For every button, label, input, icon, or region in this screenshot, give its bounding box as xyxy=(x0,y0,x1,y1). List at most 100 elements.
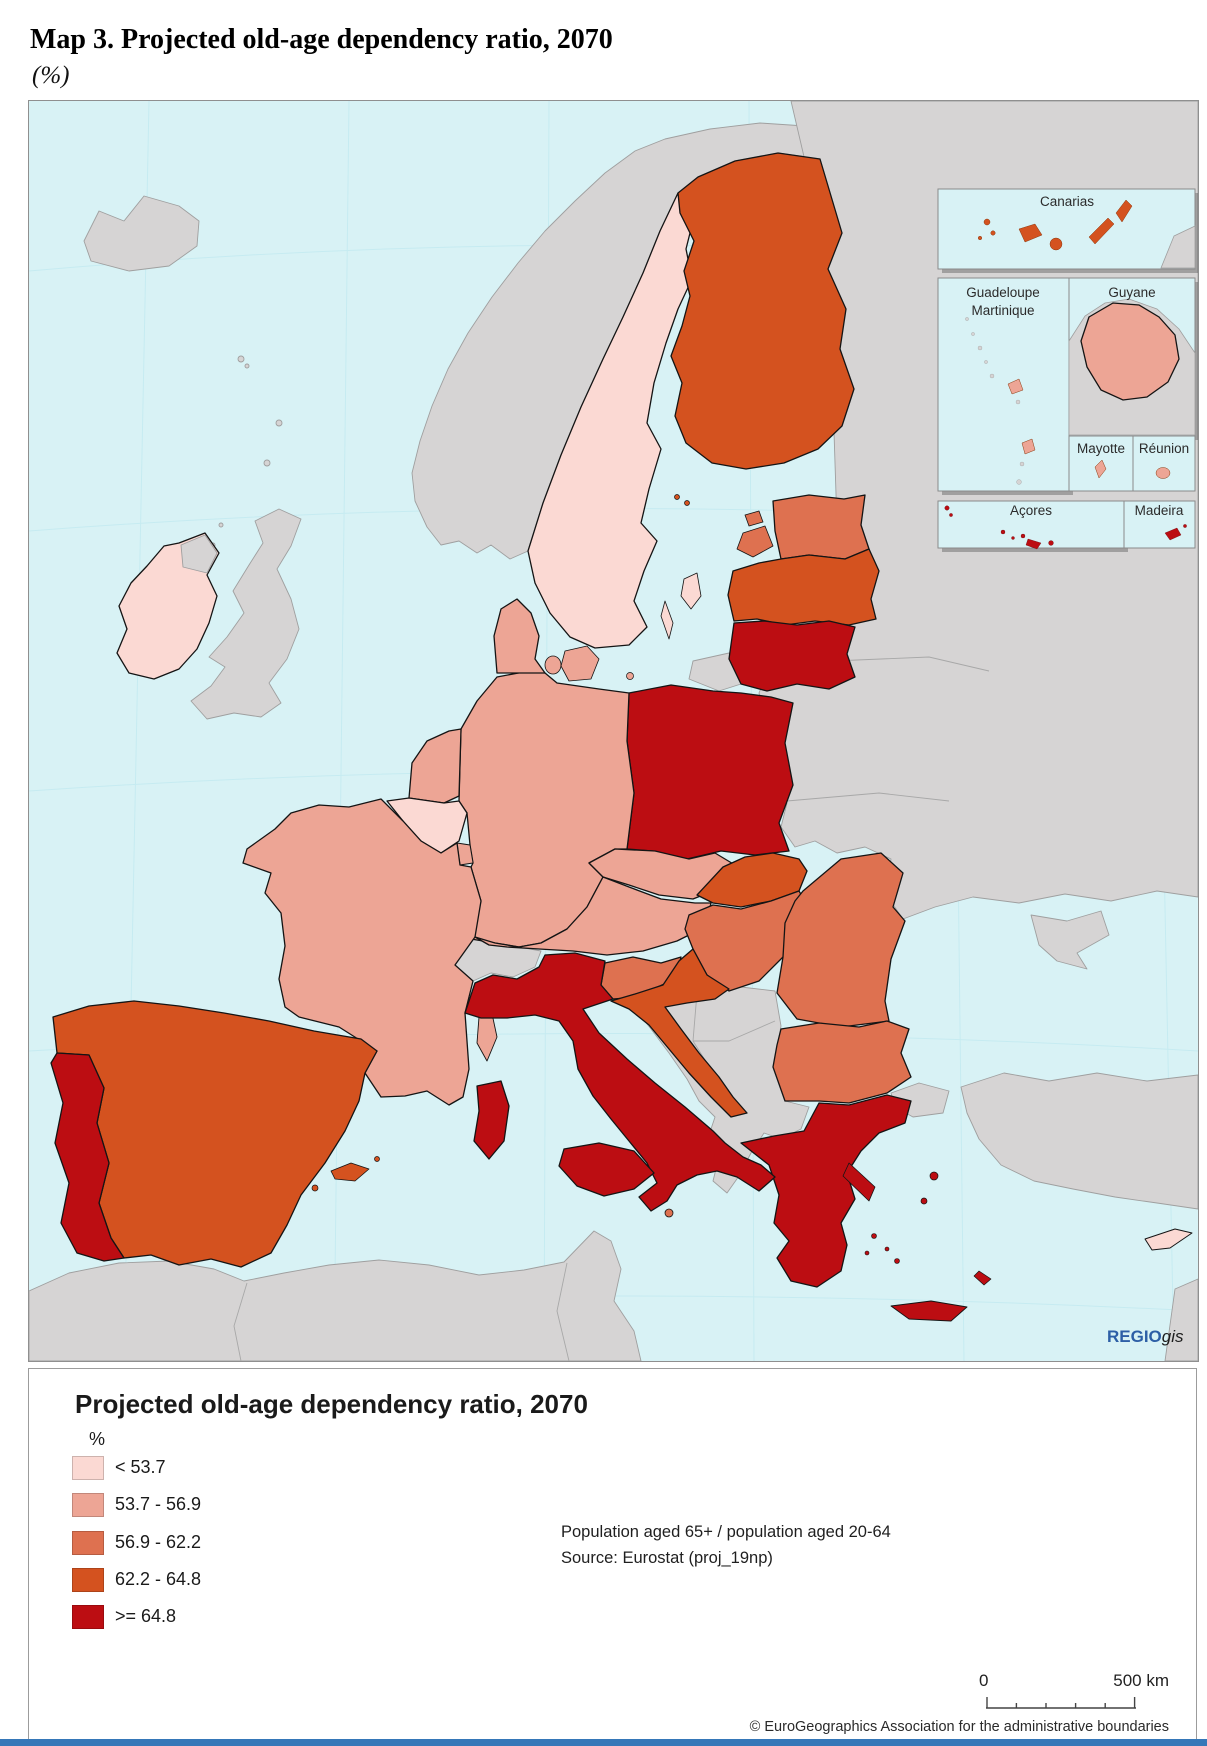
island-mallorca xyxy=(330,1162,370,1182)
inset-label-mayotte: Mayotte xyxy=(1077,441,1125,456)
island-acores xyxy=(1000,529,1006,535)
faroe-islands xyxy=(244,363,250,369)
island-bornholm xyxy=(626,672,634,680)
island-crete xyxy=(890,1300,968,1322)
island-la-palma xyxy=(983,218,991,226)
country-croatia xyxy=(610,948,748,1118)
europe-map: Canarias Guadeloupe Martinique Guyane Ma… xyxy=(28,100,1199,1362)
legend-swatch-1 xyxy=(72,1456,104,1480)
inset-label-guyane: Guyane xyxy=(1108,285,1155,300)
island-euboea xyxy=(842,1162,876,1202)
aland-islands xyxy=(684,500,690,506)
island-antilles-other xyxy=(1019,461,1025,467)
island-martinique xyxy=(1021,438,1036,455)
island-rhodes xyxy=(973,1270,992,1286)
country-netherlands xyxy=(408,728,462,804)
scalebar-start-label: 0 xyxy=(979,1671,989,1690)
island-sicily xyxy=(558,1142,655,1197)
island-lanzarote xyxy=(1115,199,1133,223)
border-algeria-tunisia xyxy=(556,1262,570,1362)
page-edge-bar xyxy=(0,1739,1207,1746)
island-chios xyxy=(920,1197,928,1205)
island-menorca xyxy=(374,1156,380,1162)
canarias-islands xyxy=(977,199,1133,251)
country-greece xyxy=(740,1094,912,1288)
copyright-text: © EuroGeographics Association for the ad… xyxy=(749,1719,1169,1735)
island-tenerife xyxy=(1018,223,1043,243)
island-hiiumaa xyxy=(744,510,764,527)
island-funen xyxy=(544,655,562,675)
legend-swatch-5 xyxy=(72,1605,104,1629)
country-iceland xyxy=(83,195,200,272)
island-oland xyxy=(660,600,674,640)
note-line-1: Population aged 65+ / population aged 20… xyxy=(561,1523,891,1541)
inset-label-acores: Açores xyxy=(1010,503,1052,518)
gis-logo-text: gis xyxy=(1162,1327,1184,1346)
aland-islands xyxy=(674,494,680,500)
legend-label-4: 62.2 - 64.8 xyxy=(115,1569,202,1589)
acores-islands xyxy=(944,505,1054,550)
page-subtitle: (%) xyxy=(32,62,70,89)
inset-label-martinique: Martinique xyxy=(971,303,1034,318)
region-crimea xyxy=(1030,910,1110,970)
island-acores-sao-miguel xyxy=(1025,538,1042,550)
country-poland xyxy=(626,684,794,860)
island-guadeloupe xyxy=(1007,378,1024,395)
map-canvas: Canarias Guadeloupe Martinique Guyane Ma… xyxy=(28,100,1199,1362)
island-porto-santo xyxy=(1183,524,1187,528)
country-cyprus xyxy=(1144,1228,1193,1251)
island-la-gomera xyxy=(990,230,996,236)
country-denmark xyxy=(493,598,546,674)
inset-label-reunion: Réunion xyxy=(1139,441,1189,456)
island-sardinia xyxy=(473,1080,510,1160)
legend-label-3: 56.9 - 62.2 xyxy=(115,1532,202,1552)
orkney-islands xyxy=(263,459,271,467)
legend-swatch-2 xyxy=(72,1493,104,1517)
island-acores xyxy=(1048,540,1054,546)
region-guyane xyxy=(1080,302,1180,401)
inset-canarias xyxy=(937,188,1196,270)
island-antilles-other xyxy=(965,317,969,321)
country-italy xyxy=(464,952,776,1212)
scalebar-ticks xyxy=(986,1697,1136,1709)
antilles-islands xyxy=(965,317,1036,485)
faroe-islands xyxy=(237,355,245,363)
region-kaliningrad xyxy=(688,652,742,692)
country-finland xyxy=(670,152,855,470)
island-antilles-other xyxy=(984,360,988,364)
country-france xyxy=(242,798,482,1106)
island-gran-canaria xyxy=(1049,237,1063,251)
regio-logo-text: REGIO xyxy=(1107,1327,1162,1346)
inset-madeira xyxy=(1123,500,1196,549)
inset-boxes: Canarias Guadeloupe Martinique Guyane Ma… xyxy=(937,188,1199,552)
country-bulgaria xyxy=(772,1020,912,1104)
scalebar-end-label: 500 km xyxy=(1113,1671,1169,1690)
island-zealand xyxy=(560,645,600,682)
island-reunion xyxy=(1155,467,1171,479)
country-turkey xyxy=(960,1072,1199,1210)
hebrides xyxy=(218,522,224,528)
page-title: Map 3. Projected old-age dependency rati… xyxy=(30,24,613,55)
legend-swatch-3 xyxy=(72,1531,104,1555)
inset-label-madeira: Madeira xyxy=(1135,503,1184,518)
country-austria xyxy=(474,876,712,956)
inset-guadeloupe-martinique xyxy=(937,277,1070,492)
country-united-kingdom xyxy=(190,508,302,720)
legend-label-2: 53.7 - 56.9 xyxy=(115,1494,202,1514)
country-portugal xyxy=(50,1052,125,1262)
legend-label-5: >= 64.8 xyxy=(115,1606,177,1626)
legend-swatch-4 xyxy=(72,1568,104,1592)
regiogis-logo: REGIOgis xyxy=(1107,1327,1184,1346)
island-ibiza xyxy=(311,1184,319,1192)
inset-reunion xyxy=(1132,435,1196,492)
island-acores xyxy=(1011,536,1015,540)
island-saaremaa xyxy=(736,525,774,558)
legend-title: Projected old-age dependency ratio, 2070 xyxy=(75,1389,588,1419)
inset-label-canarias: Canarias xyxy=(1040,194,1094,209)
border-ru-by-ua xyxy=(786,792,950,802)
island-el-hierro xyxy=(977,235,983,241)
island-cyclades xyxy=(871,1233,877,1239)
legend-label-1: < 53.7 xyxy=(115,1457,166,1477)
island-antilles-other xyxy=(971,332,975,336)
legend-unit: % xyxy=(89,1429,106,1449)
